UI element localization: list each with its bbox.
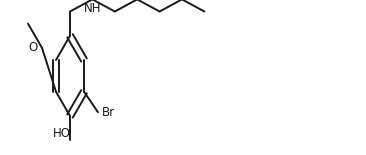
Text: NH: NH xyxy=(84,2,101,15)
Text: HO: HO xyxy=(53,127,71,140)
Text: O: O xyxy=(29,41,38,54)
Text: Br: Br xyxy=(102,106,115,119)
